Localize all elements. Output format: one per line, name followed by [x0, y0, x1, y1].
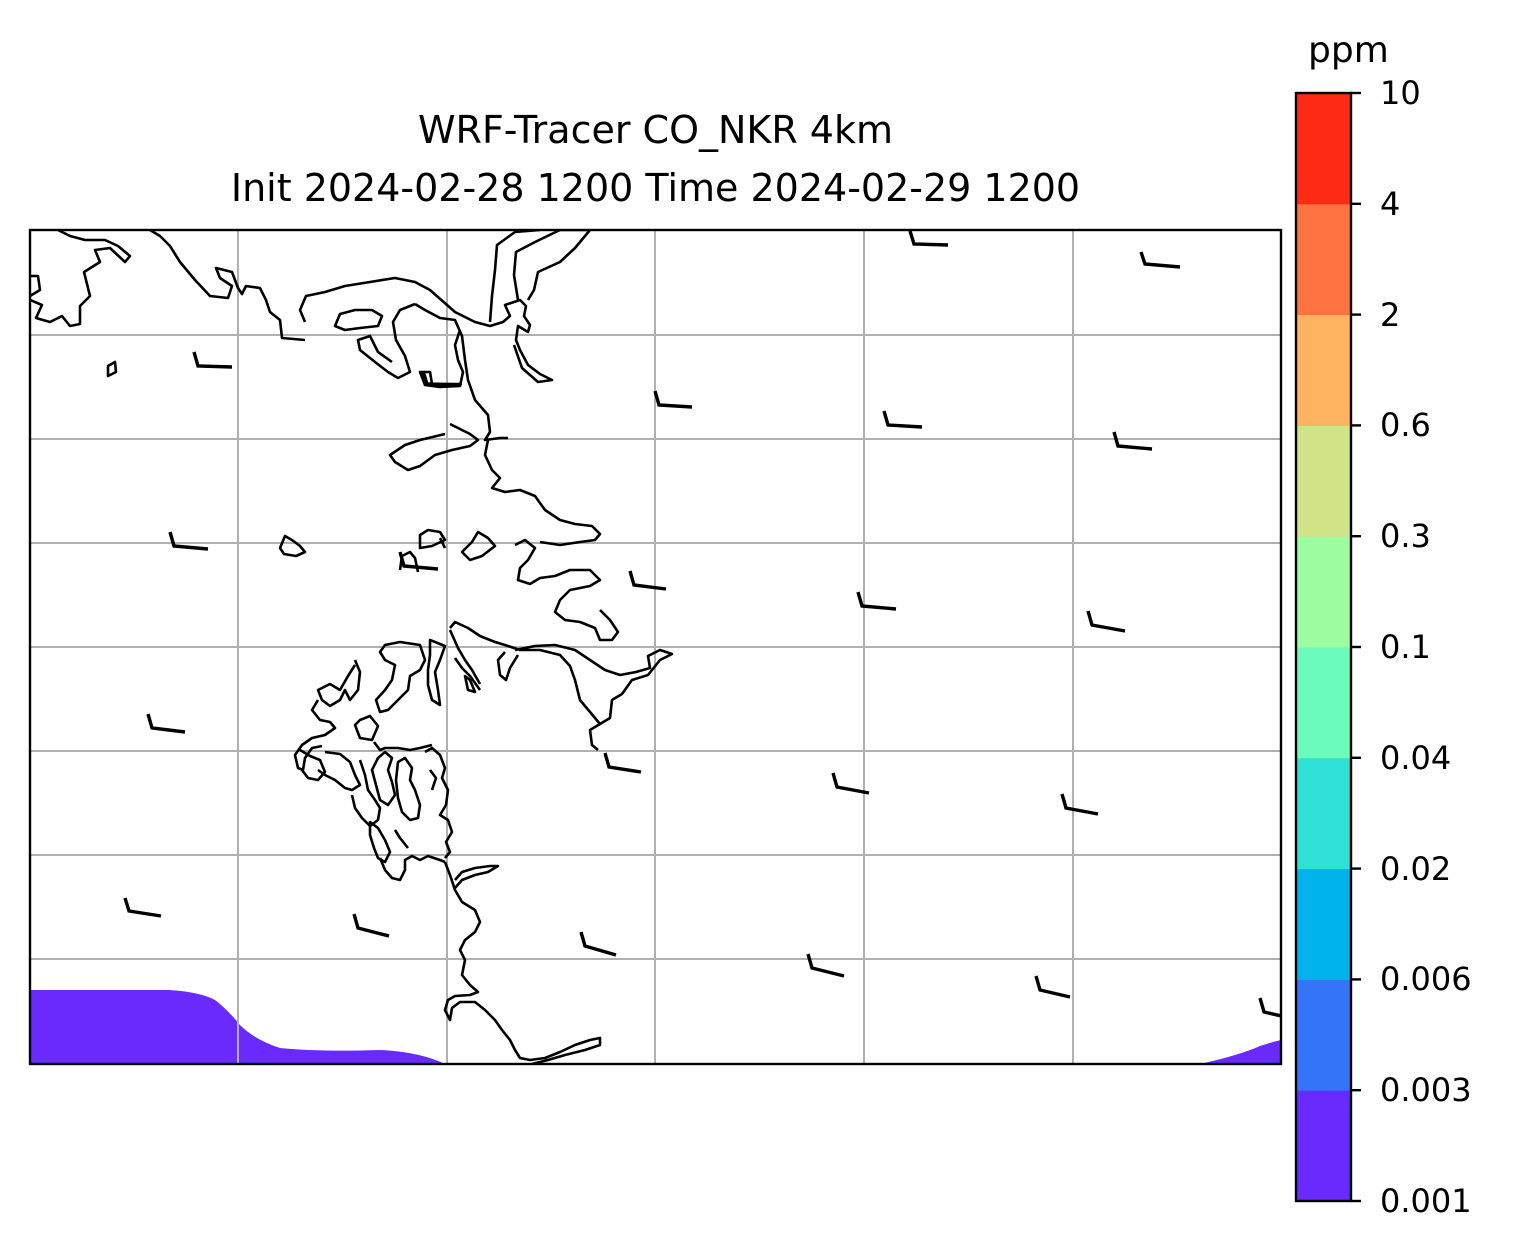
wind-barb	[628, 570, 667, 591]
wind-barb	[1112, 431, 1153, 451]
colorbar-block	[1296, 757, 1351, 870]
map-frame	[28, 228, 1283, 1066]
colorbar-tick-label: 0.02	[1380, 849, 1452, 888]
gridlines	[30, 230, 1281, 1064]
colorbar-block	[1296, 314, 1351, 426]
colorbar-block	[1296, 203, 1351, 316]
colorbar-tick-label: 0.006	[1380, 960, 1472, 999]
colorbar-tick-label: 0.6	[1380, 406, 1431, 445]
colorbar-tick-label: 0.003	[1380, 1071, 1472, 1110]
colorbar-tick-label: 0.1	[1380, 628, 1431, 666]
wind-barb	[653, 390, 693, 409]
colorbar-frame	[1294, 91, 1353, 1203]
colorbar-tick-label: 0.3	[1380, 517, 1431, 556]
wind-barb	[146, 713, 186, 734]
colorbar-blocks	[1296, 93, 1351, 1202]
wind-barb	[603, 752, 642, 774]
wind-barbs	[123, 230, 1281, 1018]
colorbar-tick-label: 0.04	[1380, 738, 1452, 777]
wind-barb	[831, 772, 870, 795]
colorbar-tick-label: 4	[1380, 184, 1401, 223]
colorbar-tick-label: 10	[1380, 74, 1421, 112]
wind-barb	[579, 931, 617, 957]
wind-barb	[882, 410, 923, 429]
colorbar-block	[1296, 93, 1351, 205]
wind-barb	[856, 591, 897, 611]
map-title-line-2: Init 2024-02-28 1200 Time 2024-02-29 120…	[230, 166, 1081, 210]
wind-barb	[1258, 997, 1281, 1018]
map-title-line-1: WRF-Tracer CO_NKR 4km	[417, 108, 894, 152]
wind-barb	[421, 370, 462, 387]
colorbar-block	[1296, 868, 1351, 980]
colorbar-unit-label: ppm	[1308, 30, 1389, 71]
colorbar-block	[1296, 425, 1351, 537]
coastlines	[30, 230, 674, 1064]
wind-barb	[1139, 251, 1181, 269]
map-panel	[28, 228, 1283, 1066]
colorbar-block	[1296, 536, 1351, 648]
wind-barb	[192, 351, 233, 369]
colorbar-tick-label: 0.001	[1380, 1182, 1472, 1220]
wind-barb	[398, 551, 439, 571]
colorbar-block	[1296, 647, 1351, 759]
tracer-fill-southeast	[1200, 1040, 1281, 1064]
colorbar-ticks	[1351, 91, 1361, 1203]
wind-barb	[1034, 975, 1071, 999]
wind-barb	[806, 953, 845, 978]
wind-barb	[1060, 793, 1099, 816]
wind-barb	[123, 897, 162, 918]
wind-barb	[908, 230, 949, 247]
colorbar-block	[1296, 979, 1351, 1091]
wind-barb	[168, 531, 209, 551]
wind-barb	[352, 913, 390, 938]
colorbar-tick-label: 2	[1380, 295, 1401, 334]
wind-barb	[1086, 610, 1126, 633]
colorbar-block	[1296, 1090, 1351, 1202]
colorbar	[1294, 91, 1361, 1203]
